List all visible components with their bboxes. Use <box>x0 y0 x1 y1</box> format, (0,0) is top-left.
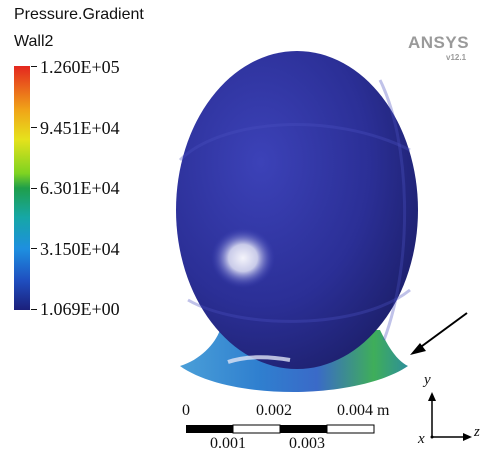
scale-label-0004: 0.004 m <box>337 402 390 419</box>
y-axis-label: y <box>424 372 431 388</box>
legend-value-3: 6.301E+04 <box>40 178 120 198</box>
legend-title: Pressure.Gradient <box>14 6 144 23</box>
scale-bar-seg <box>232 424 281 434</box>
ansys-version: v12.1 <box>446 53 467 62</box>
pointer-arrow <box>417 312 468 350</box>
pointer-arrow-head <box>410 343 426 355</box>
axis-origin <box>430 435 434 439</box>
scale-label-0: 0 <box>182 402 190 419</box>
legend-max-value: 1.260E+05 <box>40 57 120 77</box>
z-axis-arrowhead <box>463 433 472 441</box>
legend-value-4: 3.150E+04 <box>40 239 120 259</box>
sphere-body <box>176 51 418 369</box>
highlight-spot <box>211 228 275 288</box>
scale-bar-seg <box>280 425 327 433</box>
legend-tick <box>31 127 37 128</box>
y-axis-arrowhead <box>428 392 436 401</box>
z-axis-label: z <box>474 424 480 440</box>
legend-min-value: 1.069E+00 <box>40 299 120 319</box>
scale-label-0003: 0.003 <box>289 435 325 452</box>
scale-bar-seg <box>326 424 375 434</box>
scale-bar-seg <box>186 425 233 433</box>
legend-tick <box>31 309 37 310</box>
ansys-logo: ANSYS <box>408 33 470 52</box>
legend-tick <box>31 248 37 249</box>
legend-tick <box>31 66 37 67</box>
legend-subtitle: Wall2 <box>14 33 54 50</box>
scale-label-0002: 0.002 <box>256 402 292 419</box>
scale-label-0001: 0.001 <box>210 435 246 452</box>
x-axis-label: x <box>418 431 425 447</box>
legend-value-2: 9.451E+04 <box>40 118 120 138</box>
legend-tick <box>31 188 37 189</box>
color-scale-bar <box>14 66 30 310</box>
